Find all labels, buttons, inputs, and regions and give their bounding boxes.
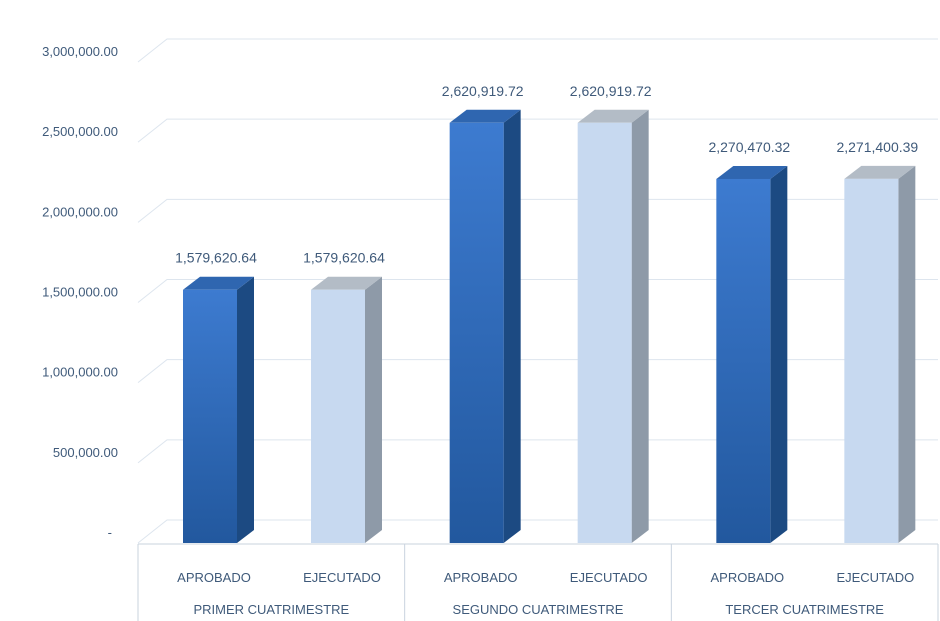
data-label: 2,620,919.72 [442,83,524,99]
x-category-label: APROBADO [710,570,784,585]
bar-side [770,165,788,543]
grid-line [137,519,938,544]
bar-aprobado-1 [183,276,254,543]
bar-aprobado-3 [716,165,788,543]
bar-top [577,109,649,123]
y-tick-label: 2,500,000.00 [42,124,118,139]
y-tick-label: 1,000,000.00 [42,365,118,380]
bar-front [844,178,899,544]
data-label: 2,620,919.72 [570,83,652,99]
data-label: 1,579,620.64 [175,250,257,266]
bar-top [716,165,788,179]
x-category-label: EJECUTADO [570,570,648,585]
bar-front [716,178,771,543]
y-tick-label: 500,000.00 [53,445,118,460]
x-category-label: APROBADO [177,570,251,585]
bar-top [183,276,254,290]
bar-ejecutado-3 [844,165,916,544]
bar-front [311,289,365,543]
bar-side [898,165,916,544]
grid-line [137,118,938,143]
grid-line [137,279,938,303]
bar-side [503,109,521,543]
grid-line [137,439,938,464]
y-axis: - 500,000.00 1,000,000.00 1,500,000.00 2,000… [42,44,118,540]
data-label: 2,270,470.32 [708,139,790,155]
bar-top [449,109,521,123]
x-group-label: TERCER CUATRIMESTRE [725,602,884,617]
grid-line [137,198,938,223]
bar-ejecutado-2 [577,109,649,543]
grid-line [137,38,938,63]
bar-top [844,165,916,179]
x-category-label: APROBADO [444,570,518,585]
x-category-label: EJECUTADO [303,570,381,585]
y-tick-label: 2,000,000.00 [42,204,118,219]
x-group-label: PRIMER CUATRIMESTRE [193,602,349,617]
bar-top [311,276,382,290]
bars: 1,579,620.64 1,579,620.64 2,620,919.72 2,62… [175,83,918,544]
bar-side [237,276,254,543]
y-tick-label: 1,500,000.00 [42,285,118,300]
bar-front [577,122,632,543]
data-label: 1,579,620.64 [303,250,385,266]
y-tick-label: - [108,525,112,540]
bar-front [449,122,504,543]
data-label: 2,271,400.39 [836,139,918,155]
bar-side [365,276,382,543]
bar-ejecutado-1 [311,276,382,543]
bar-aprobado-2 [449,109,521,543]
bar-front [183,289,237,543]
bar-side [631,109,649,543]
x-group-label: SEGUNDO CUATRIMESTRE [453,602,624,617]
x-category-label: EJECUTADO [836,570,914,585]
grid-lines [137,38,938,544]
y-tick-label: 3,000,000.00 [42,44,118,59]
x-axis: APROBADO EJECUTADO PRIMER CUATRIMESTRE APRO… [137,543,939,621]
grid-line [137,359,938,384]
